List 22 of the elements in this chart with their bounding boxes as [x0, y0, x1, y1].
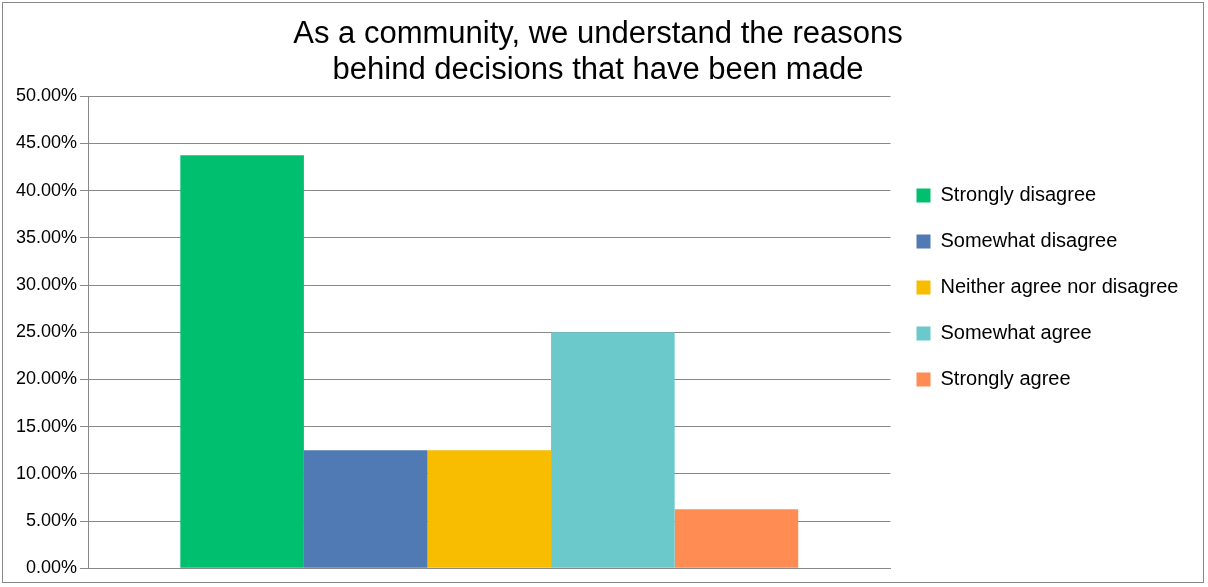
y-tick-label: 45.00%: [15, 132, 78, 153]
legend-label: Somewhat agree: [940, 321, 1092, 344]
chart-title: As a community, we understand the reasons behind decisions that have been made: [293, 15, 903, 87]
bar: [180, 155, 304, 568]
y-tick-label: 30.00%: [15, 274, 78, 295]
y-tick-label: 0.00%: [26, 557, 78, 578]
bar: [427, 450, 552, 568]
y-tick-label: 35.00%: [15, 226, 78, 247]
y-tick-label: 15.00%: [15, 415, 78, 436]
y-tick-label: 10.00%: [15, 462, 78, 483]
bar: [551, 332, 675, 568]
bar: [303, 450, 428, 568]
y-tick-label: 40.00%: [15, 179, 78, 200]
legend-label: Neither agree nor disagree: [940, 275, 1179, 298]
y-tick-label: 20.00%: [15, 368, 78, 389]
y-tick-label: 50.00%: [15, 85, 78, 106]
y-tick-label: 25.00%: [15, 321, 78, 342]
legend-label: Somewhat disagree: [940, 229, 1118, 252]
legend-label: Strongly disagree: [940, 183, 1097, 206]
bar: [674, 509, 799, 568]
legend-label: Strongly agree: [940, 367, 1071, 390]
y-tick-label: 5.00%: [26, 509, 78, 530]
